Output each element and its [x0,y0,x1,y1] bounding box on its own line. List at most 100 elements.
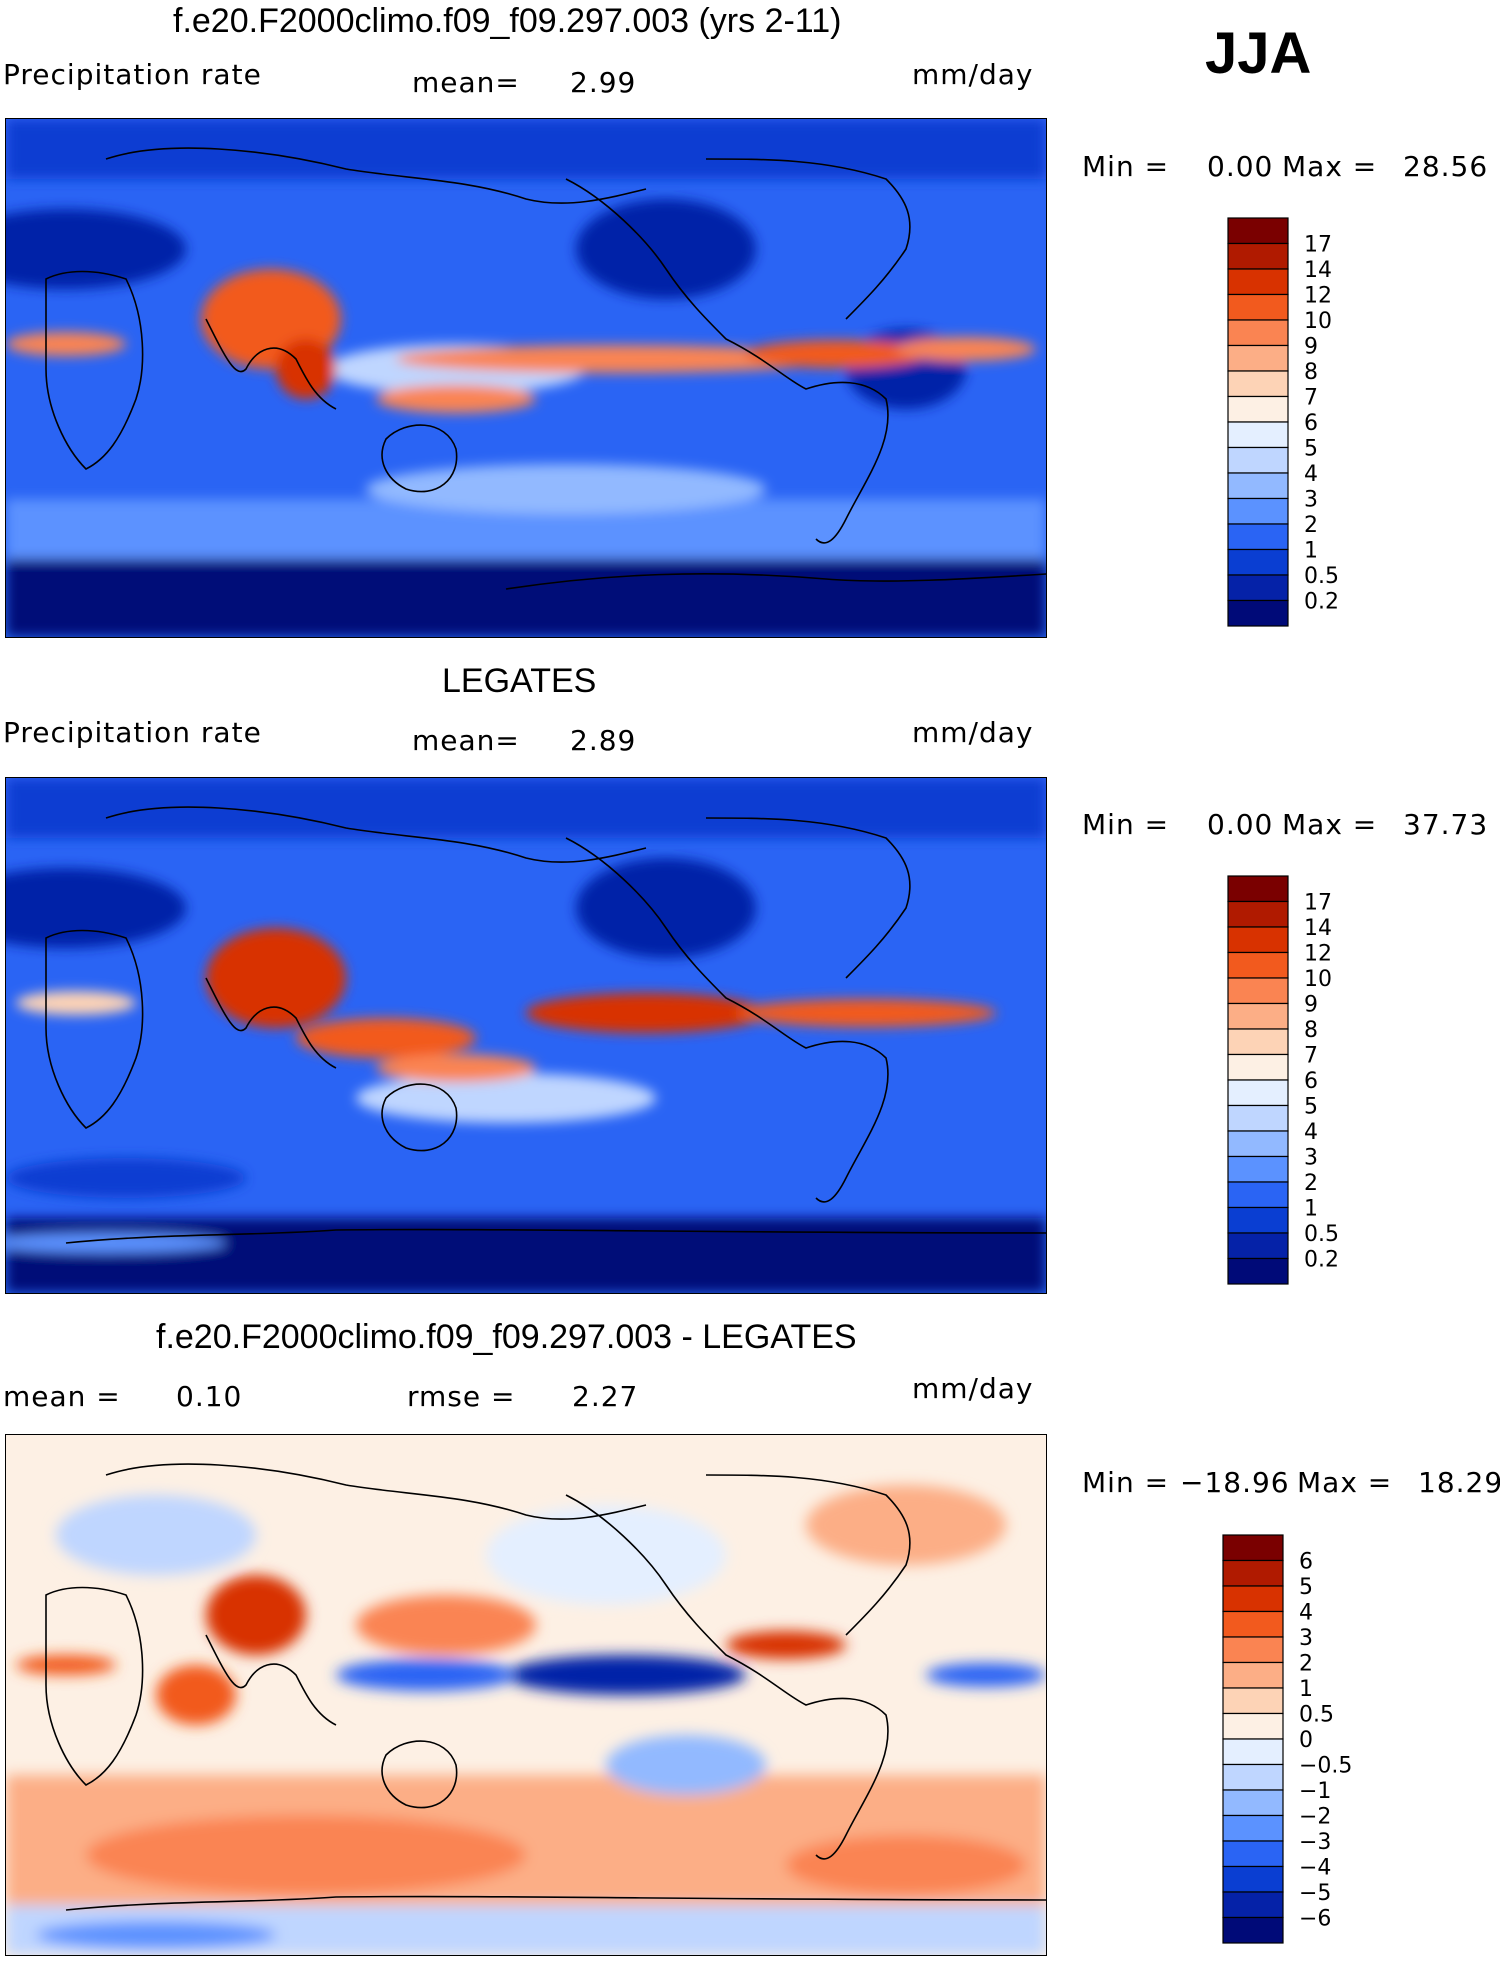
colorbar-cell [1222,1738,1284,1766]
colorbar-tick-label: 17 [1304,233,1332,258]
colorbar-cell [1222,1712,1284,1740]
colorbar-cell [1227,1155,1289,1183]
colorbar-tick-label: 4 [1299,1601,1313,1626]
colorbar-tick-label: 6 [1299,1550,1313,1575]
panel-2-colorbar: 17 14 12 10 9 8 7 6 5 4 3 2 1 0.5 0.2 [1227,875,1368,1286]
colorbar-tick-label: 0.2 [1304,590,1339,615]
colorbar-cell [1227,395,1289,423]
panel-2-max-value: 37.73 [1403,808,1489,841]
colorbar-tick-label: 1 [1304,539,1318,564]
colorbar-cell [1227,926,1289,954]
colorbar-tick-label: 1 [1304,1197,1318,1222]
colorbar-cell [1227,548,1289,576]
panel-3-mean-label: mean = [3,1380,121,1413]
colorbar-tick-label: 3 [1304,488,1318,513]
colorbar-cell [1222,1534,1284,1562]
colorbar-tick-label: 0.2 [1304,1248,1339,1273]
colorbar-cell [1222,1763,1284,1791]
panel-2-min-label: Min = [1082,808,1170,841]
colorbar-cell [1227,599,1289,627]
panel-1-units: mm/day [912,58,1034,91]
colorbar-tick-label: 8 [1304,360,1318,385]
colorbar-tick-label: 12 [1304,942,1332,967]
colorbar-tick-label: 10 [1304,967,1332,992]
panel-3-map [5,1434,1047,1956]
colorbar-cell [1227,1002,1289,1030]
colorbar-cell [1227,242,1289,270]
colorbar-cell [1227,293,1289,321]
panel-1-max-label: Max = [1282,150,1378,183]
colorbar-cell [1227,875,1289,903]
colorbar-tick-label: 2 [1299,1652,1313,1677]
colorbar-cell [1222,1559,1284,1587]
colorbar-cell [1227,977,1289,1005]
panel-2-units: mm/day [912,716,1034,749]
panel-2-map [5,777,1047,1294]
colorbar-tick-label: 17 [1304,891,1332,916]
colorbar-cell [1222,1840,1284,1868]
colorbar-tick-label: 3 [1299,1626,1313,1651]
panel-3-units: mm/day [912,1372,1034,1405]
panel-1-max-value: 28.56 [1403,150,1489,183]
colorbar-tick-label: 0.5 [1299,1703,1334,1728]
colorbar-tick-label: 12 [1304,284,1332,309]
colorbar-cell [1227,268,1289,296]
panel-2-mean-label: mean= [412,724,520,757]
colorbar-tick-label: −3 [1299,1830,1331,1855]
colorbar-tick-label: −6 [1299,1907,1331,1932]
colorbar-tick-label: 7 [1304,1044,1318,1069]
colorbar-tick-label: 10 [1304,309,1332,334]
colorbar-cell [1227,472,1289,500]
colorbar-cell [1222,1865,1284,1893]
panel-3-mean-value: 0.10 [176,1380,243,1413]
colorbar-tick-label: 7 [1304,386,1318,411]
panel-3-rmse-value: 2.27 [572,1380,639,1413]
colorbar-tick-label: 2 [1304,1171,1318,1196]
panel-1-title: f.e20.F2000climo.f09_f09.297.003 (yrs 2-… [173,2,842,40]
panel-1-min-label: Min = [1082,150,1170,183]
colorbar-cell [1227,319,1289,347]
panel-2-mean-value: 2.89 [570,724,637,757]
colorbar-cell [1227,951,1289,979]
colorbar-tick-label: 9 [1304,335,1318,360]
colorbar-cell [1227,497,1289,525]
colorbar-tick-label: 0.5 [1304,1222,1339,1247]
panel-3-max-value: 18.29 [1418,1466,1500,1499]
colorbar-cell [1222,1585,1284,1613]
colorbar-cell [1227,370,1289,398]
colorbar-tick-label: 0.5 [1304,564,1339,589]
colorbar-cell [1222,1610,1284,1638]
panel-3-min-value: −18.96 [1180,1466,1290,1499]
colorbar-cell [1222,1814,1284,1842]
panel-1-mean-value: 2.99 [570,66,637,99]
colorbar-tick-label: 1 [1299,1677,1313,1702]
colorbar-cell [1227,1053,1289,1081]
colorbar-tick-label: 8 [1304,1018,1318,1043]
colorbar-tick-label: 5 [1304,1095,1318,1120]
panel-1-min-value: 0.00 [1207,150,1274,183]
panel-2-max-label: Max = [1282,808,1378,841]
colorbar-tick-label: 2 [1304,513,1318,538]
colorbar-cell [1222,1891,1284,1919]
colorbar-tick-label: 14 [1304,916,1332,941]
colorbar-tick-label: 0 [1299,1728,1313,1753]
colorbar-cell [1222,1636,1284,1664]
colorbar-cell [1222,1687,1284,1715]
panel-1-variable-label: Precipitation rate [3,58,262,91]
colorbar-cell [1227,900,1289,928]
colorbar-tick-label: −2 [1299,1805,1331,1830]
colorbar-cell [1227,1130,1289,1158]
colorbar-tick-label: 4 [1304,462,1318,487]
colorbar-cell [1227,574,1289,602]
colorbar-cell [1227,1028,1289,1056]
panel-3-colorbar: 6 5 4 3 2 1 0.5 0 −0.5 −1 −2 −3 −4 −5 −6 [1222,1534,1363,1945]
colorbar-tick-label: −5 [1299,1881,1331,1906]
colorbar-tick-label: 6 [1304,411,1318,436]
colorbar-tick-label: 6 [1304,1069,1318,1094]
panel-3-title: f.e20.F2000climo.f09_f09.297.003 - LEGAT… [156,1318,857,1356]
colorbar-tick-label: 5 [1304,437,1318,462]
colorbar-tick-label: 4 [1304,1120,1318,1145]
panel-1-map [5,118,1047,638]
colorbar-cell [1227,344,1289,372]
colorbar-tick-label: −4 [1299,1856,1331,1881]
